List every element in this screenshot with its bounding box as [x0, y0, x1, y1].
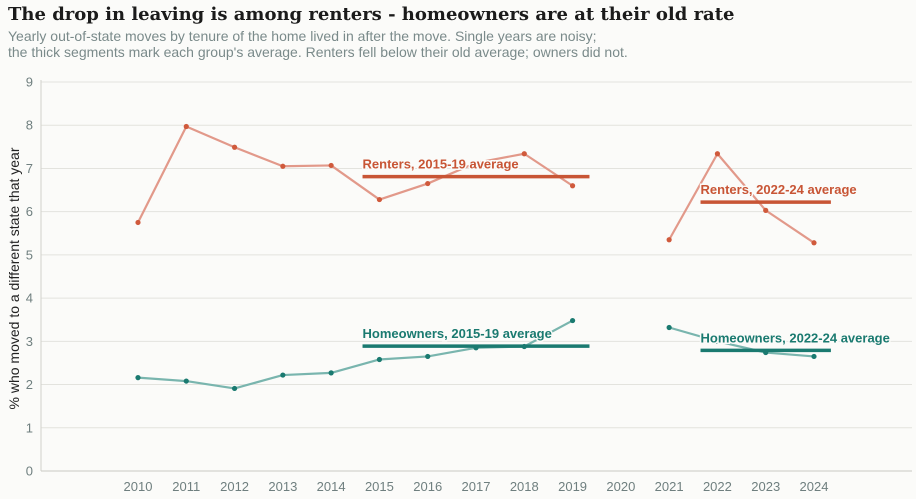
data-point-renters: [569, 183, 576, 189]
x-tick-label: 2018: [510, 479, 539, 494]
y-tick-label: 6: [26, 204, 33, 219]
data-point-renters: [521, 151, 527, 157]
data-point-homeowners: [183, 378, 189, 384]
data-point-homeowners: [231, 385, 238, 392]
x-tick-label: 2017: [462, 479, 491, 494]
x-tick-label: 2015: [365, 479, 394, 494]
data-point-renters: [666, 237, 672, 243]
data-point-homeowners: [376, 356, 383, 363]
data-point-homeowners: [328, 370, 334, 376]
y-tick-label: 0: [26, 464, 33, 479]
series-line-homeowners: [668, 326, 815, 358]
y-tick-label: 1: [26, 420, 33, 435]
data-point-homeowners: [811, 353, 817, 360]
average-label-homeowners-2022-24: Homeowners, 2022-24 average: [701, 330, 890, 345]
x-tick-label: 2010: [124, 479, 153, 494]
data-point-renters: [231, 144, 238, 150]
data-point-renters: [135, 219, 141, 226]
average-segments: Renters, 2015-19 average Renters, 2022-24…: [361, 155, 891, 353]
data-point-renters: [280, 163, 286, 169]
data-point-homeowners: [714, 338, 721, 344]
data-point-homeowners: [425, 353, 431, 360]
x-tick-label: 2011: [172, 479, 200, 494]
x-tick-label: 2021: [655, 479, 684, 494]
data-point-renters: [425, 180, 431, 187]
y-tick-label: 7: [26, 161, 33, 176]
data-point-renters: [473, 160, 479, 166]
data-point-homeowners: [135, 375, 141, 381]
x-tick-label: 2013: [268, 479, 297, 494]
x-tick-label: 2012: [220, 479, 249, 494]
data-point-homeowners: [280, 372, 286, 378]
data-point-renters: [328, 162, 334, 169]
y-tick-label: 3: [26, 334, 33, 349]
y-tick-label: 9: [26, 75, 33, 90]
y-axis-label: % who moved to a different state that ye…: [6, 147, 22, 409]
data-point-renters: [376, 196, 383, 203]
average-label-renters-2015-19: Renters, 2015-19 average: [363, 157, 519, 172]
chart-subtitle: Yearly out-of-state moves by tenure of t…: [8, 28, 908, 60]
average-label-renters-2022-24: Renters, 2022-24 average: [701, 182, 857, 197]
y-tick-label: 5: [26, 247, 33, 262]
x-tick-labels: 2010 2011 2012 2013 2014 2015 2016 2017 2018 2019…: [124, 479, 829, 494]
data-point-renters: [183, 123, 189, 130]
data-point-renters: [811, 240, 817, 246]
data-point-homeowners: [666, 324, 672, 331]
y-tick-labels: 0 1 2 3 4 5 6 7 8 9: [26, 75, 33, 479]
series-line-renters: [137, 125, 574, 223]
data-point-renters: [763, 207, 769, 213]
y-tick-label: 2: [26, 377, 33, 392]
x-tick-label: 2014: [317, 479, 346, 494]
data-point-renters: [714, 151, 721, 157]
subtitle-line-2: the thick segments mark each group's ave…: [8, 44, 628, 60]
axes: [40, 80, 912, 472]
x-tick-label: 2020: [606, 479, 635, 494]
series-line-renters: [668, 152, 815, 244]
series-renters: [135, 123, 817, 246]
y-tick-label: 4: [26, 291, 33, 306]
x-tick-label: 2022: [703, 479, 732, 494]
subtitle-line-1: Yearly out-of-state moves by tenure of t…: [8, 28, 597, 44]
average-label-homeowners-2015-19: Homeowners, 2015-19 average: [363, 326, 552, 341]
x-tick-label: 2023: [751, 479, 780, 494]
data-point-homeowners: [569, 317, 576, 324]
chart-title: The drop in leaving is among renters - h…: [8, 4, 735, 25]
x-tick-label: 2019: [558, 479, 587, 494]
x-tick-label: 2024: [800, 479, 829, 494]
y-tick-label: 8: [26, 118, 33, 133]
x-tick-label: 2016: [413, 479, 442, 494]
gridlines: [41, 81, 912, 429]
